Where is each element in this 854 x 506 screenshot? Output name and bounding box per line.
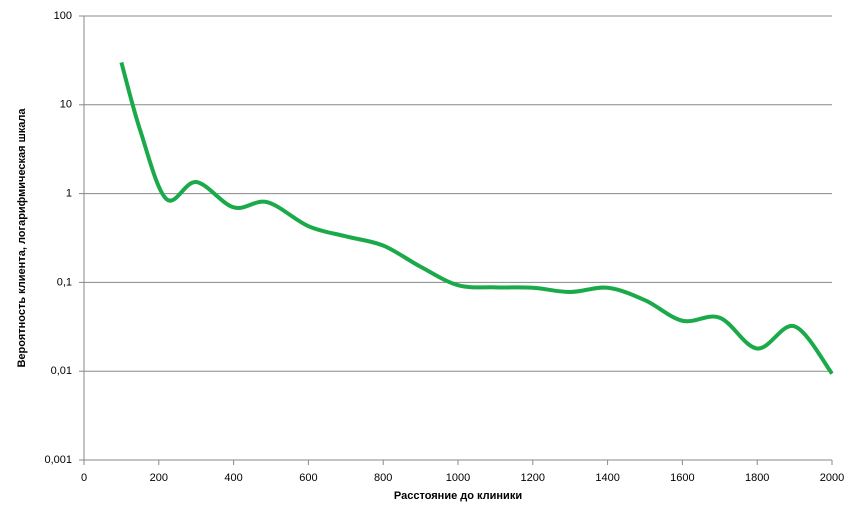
x-tick-label: 2000	[820, 472, 844, 484]
x-tick-label: 0	[81, 472, 87, 484]
x-tick-label: 1600	[670, 472, 694, 484]
x-tick-label: 1000	[446, 472, 470, 484]
x-tick-label: 1200	[521, 472, 545, 484]
y-tick-label: 10	[60, 99, 72, 111]
x-axis-title: Расстояние до клиники	[394, 490, 522, 502]
x-tick-label: 1400	[595, 472, 619, 484]
x-tick-label: 800	[374, 472, 392, 484]
y-tick-label: 0,01	[51, 365, 72, 377]
y-tick-label: 1	[66, 188, 72, 200]
y-tick-label: 0,001	[44, 454, 72, 466]
x-tick-label: 1800	[745, 472, 769, 484]
y-tick-label: 100	[54, 10, 72, 22]
y-axis-title: Вероятность клиента, логарифмическая шка…	[16, 108, 28, 368]
y-tick-label: 0,1	[57, 276, 72, 288]
line-series	[119, 61, 834, 375]
x-tick-label: 200	[150, 472, 168, 484]
x-tick-label: 400	[224, 472, 242, 484]
x-tick-label: 600	[299, 472, 317, 484]
